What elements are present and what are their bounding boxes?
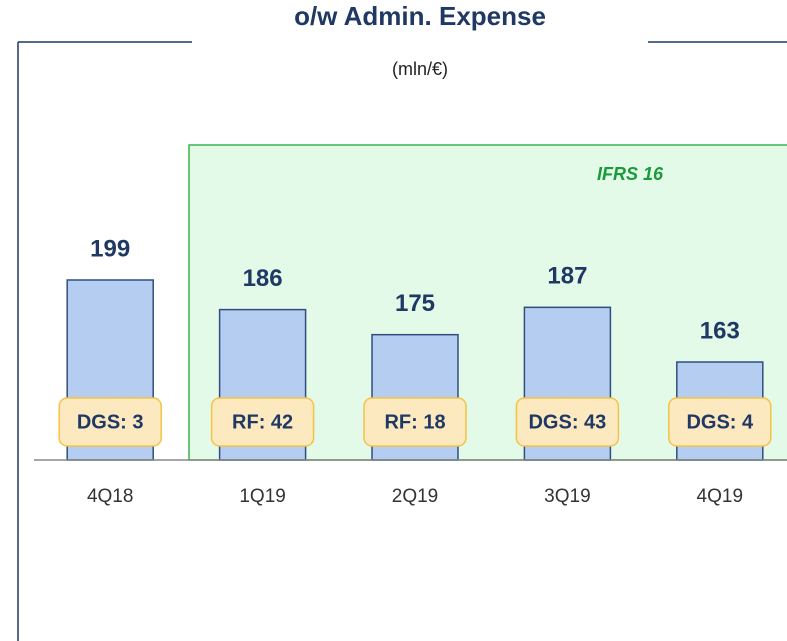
x-tick-label: 2Q19 <box>392 486 438 507</box>
chart-title: o/w Admin. Expense <box>294 1 546 31</box>
x-tick-label: 3Q19 <box>544 486 590 507</box>
x-tick-label: 4Q18 <box>87 486 133 507</box>
value-label: 186 <box>243 265 283 292</box>
value-label: 187 <box>547 263 587 290</box>
note-box <box>668 397 772 447</box>
note-box <box>515 397 620 447</box>
note-label: DGS: 3 <box>77 411 144 433</box>
x-tick-label: 4Q19 <box>697 486 743 507</box>
note-label: RF: 42 <box>232 411 293 433</box>
note-box <box>210 397 315 447</box>
note-box <box>58 397 162 447</box>
note-label: DGS: 4 <box>686 411 754 433</box>
x-tick-label: 1Q19 <box>239 486 285 507</box>
annotation: IFRS 16 <box>597 164 664 184</box>
note-label: RF: 18 <box>384 411 445 433</box>
value-label: 163 <box>700 317 740 344</box>
chart-subtitle: (mln/€) <box>392 59 448 79</box>
note-box <box>363 397 467 447</box>
note-label: DGS: 43 <box>528 411 606 433</box>
value-label: 199 <box>90 235 130 262</box>
value-label: 175 <box>395 290 435 317</box>
